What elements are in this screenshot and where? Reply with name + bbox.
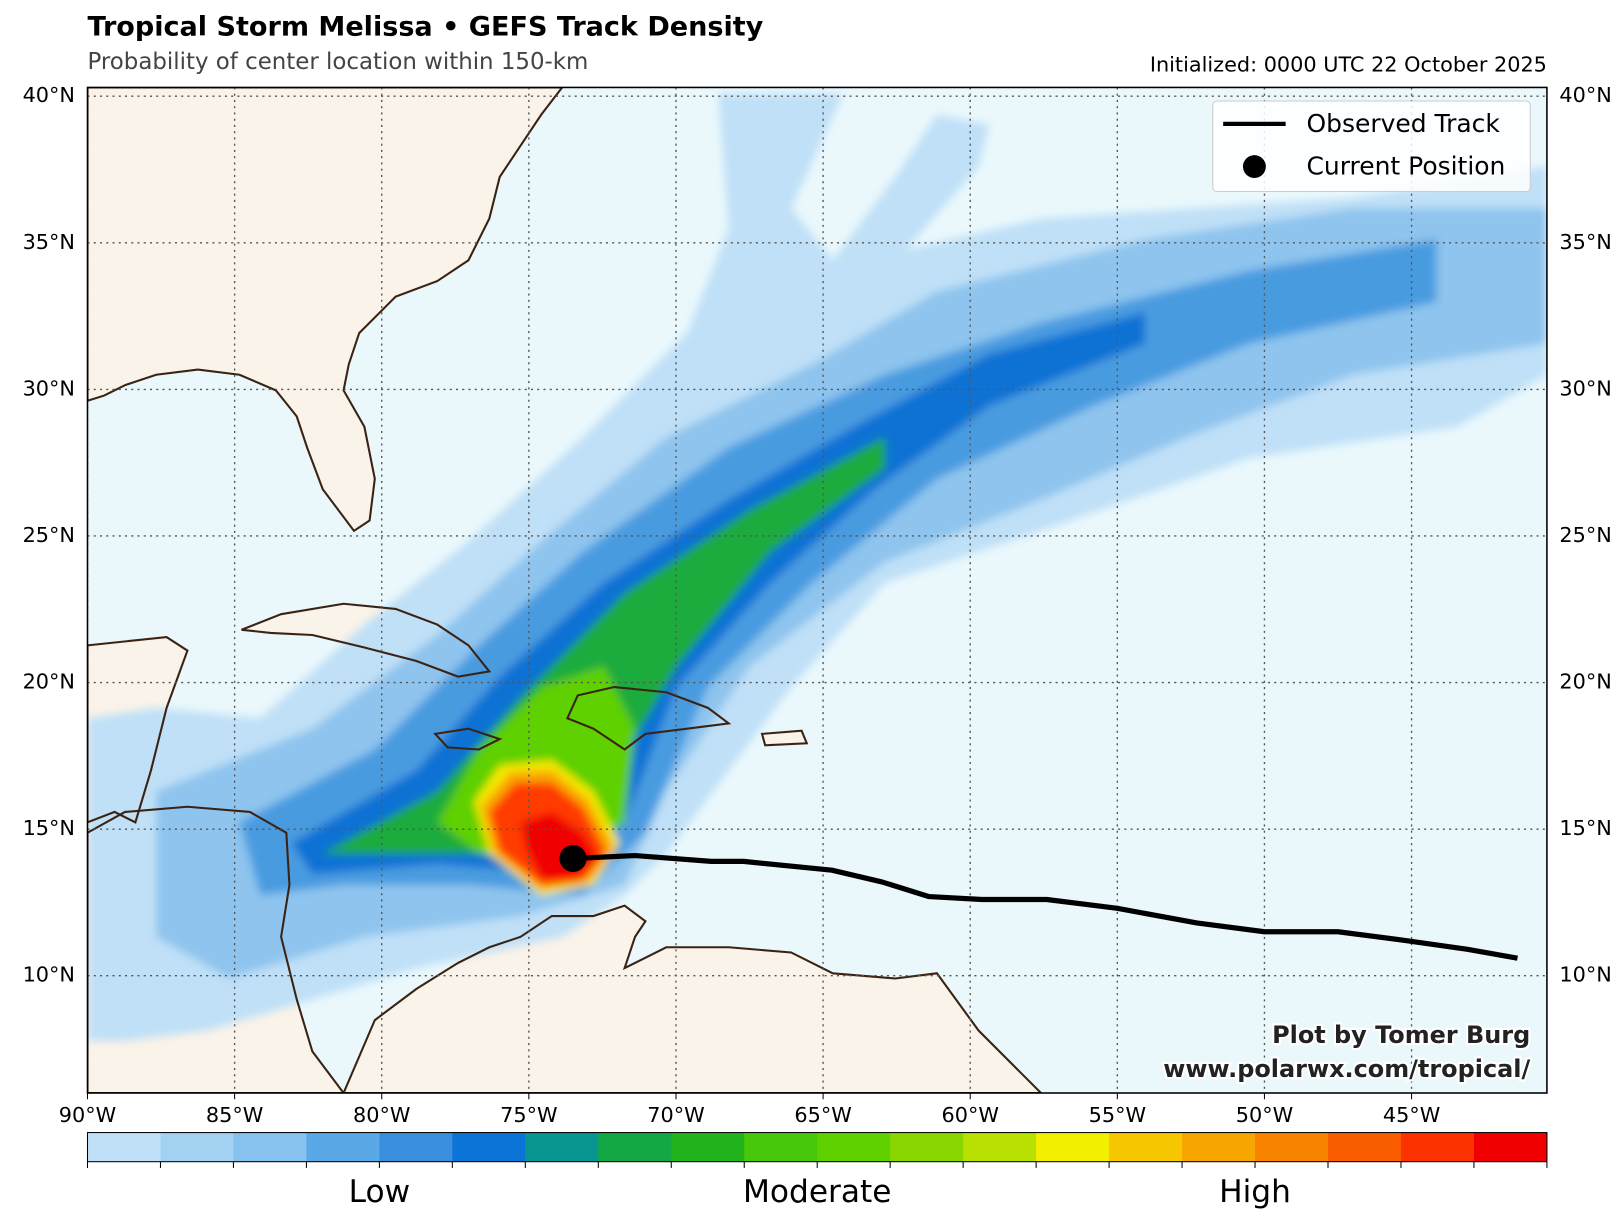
- frame: [86, 86, 1548, 1094]
- y-tick-label: 20°N: [1559, 670, 1611, 694]
- colorbar-label: Moderate: [743, 1174, 891, 1210]
- axis-labels: 90°W 85°W 80°W 75°W 70°W 65°W 60°W 55°W 50°W 45°W…: [23, 83, 1612, 1127]
- legend-box: [1212, 100, 1531, 193]
- colorbar-segment: [1400, 1132, 1475, 1162]
- colorbar-segment: [963, 1132, 1037, 1162]
- x-tick-label: 85°W: [206, 1103, 263, 1127]
- colorbar-segment: [160, 1132, 234, 1162]
- y-tick-label: 20°N: [23, 670, 75, 694]
- colorbar-segment: [306, 1132, 380, 1162]
- grid: [87, 87, 1547, 1094]
- colorbar-segment: [1328, 1132, 1402, 1162]
- y-tick-label: 40°N: [1559, 83, 1611, 107]
- colorbar-segment: [598, 1132, 672, 1162]
- colorbar-segment: [744, 1132, 818, 1162]
- colorbar-label: High: [1219, 1174, 1291, 1210]
- x-tick-label: 90°W: [59, 1103, 116, 1127]
- x-tick-label: 55°W: [1089, 1103, 1146, 1127]
- x-tick-label: 60°W: [941, 1103, 998, 1127]
- y-tick-label: 35°N: [1559, 230, 1611, 254]
- y-tick-label: 35°N: [23, 230, 75, 254]
- colorbar-segment: [233, 1132, 307, 1162]
- init-time: Initialized: 0000 UTC 22 October 2025: [1150, 53, 1547, 77]
- colorbar-frame: [86, 1132, 1548, 1163]
- credits: Plot by Tomer Burg www.polarwx.com/tropi…: [1161, 1019, 1532, 1086]
- x-tick-label: 75°W: [500, 1103, 557, 1127]
- x-tick-label: 80°W: [353, 1103, 410, 1127]
- legend-dot: [1242, 155, 1266, 179]
- y-tick-label: 40°N: [23, 83, 75, 107]
- y-tick-label: 25°N: [1559, 523, 1611, 547]
- y-tick-label: 30°N: [23, 376, 75, 400]
- y-tick-label: 30°N: [1559, 376, 1611, 400]
- credit: Plot by Tomer Burg: [1272, 1021, 1530, 1049]
- legend: Observed Track Current Position: [1212, 100, 1531, 193]
- x-tick-label: 70°W: [647, 1103, 704, 1127]
- legend-label: Current Position: [1306, 152, 1505, 181]
- colorbar: Low Moderate High: [86, 1132, 1548, 1210]
- colorbar-segment: [817, 1132, 891, 1162]
- colorbar-segment: [525, 1132, 599, 1162]
- title: Tropical Storm Melissa • GEFS Track Dens…: [87, 12, 763, 43]
- y-tick-label: 25°N: [23, 523, 75, 547]
- colorbar-segment: [1182, 1132, 1256, 1162]
- x-tick-label: 45°W: [1383, 1103, 1440, 1127]
- colorbar-segment: [1109, 1132, 1183, 1162]
- colorbar-segment: [1036, 1132, 1110, 1162]
- y-tick-label: 15°N: [1559, 816, 1611, 840]
- legend-label: Observed Track: [1306, 109, 1500, 138]
- y-tick-label: 10°N: [1559, 963, 1611, 987]
- current-position: [559, 844, 587, 873]
- x-tick-label: 50°W: [1236, 1103, 1293, 1127]
- colorbar-label: Low: [349, 1174, 410, 1210]
- colorbar-segment: [379, 1132, 453, 1162]
- y-tick-label: 15°N: [23, 816, 75, 840]
- map: [87, 87, 1547, 1094]
- colorbar-segment: [87, 1132, 161, 1162]
- colorbar-segment: [671, 1132, 745, 1162]
- credit: www.polarwx.com/tropical/: [1163, 1055, 1530, 1083]
- colorbar-segment: [890, 1132, 964, 1162]
- colorbar-segment: [1473, 1132, 1548, 1162]
- track-line: [572, 852, 1518, 961]
- subtitle: Probability of center location within 15…: [87, 49, 588, 75]
- colorbar-segment: [452, 1132, 526, 1162]
- y-tick-label: 10°N: [23, 963, 75, 987]
- colorbar-segment: [1255, 1132, 1329, 1162]
- track: [559, 844, 1518, 961]
- x-tick-label: 65°W: [794, 1103, 851, 1127]
